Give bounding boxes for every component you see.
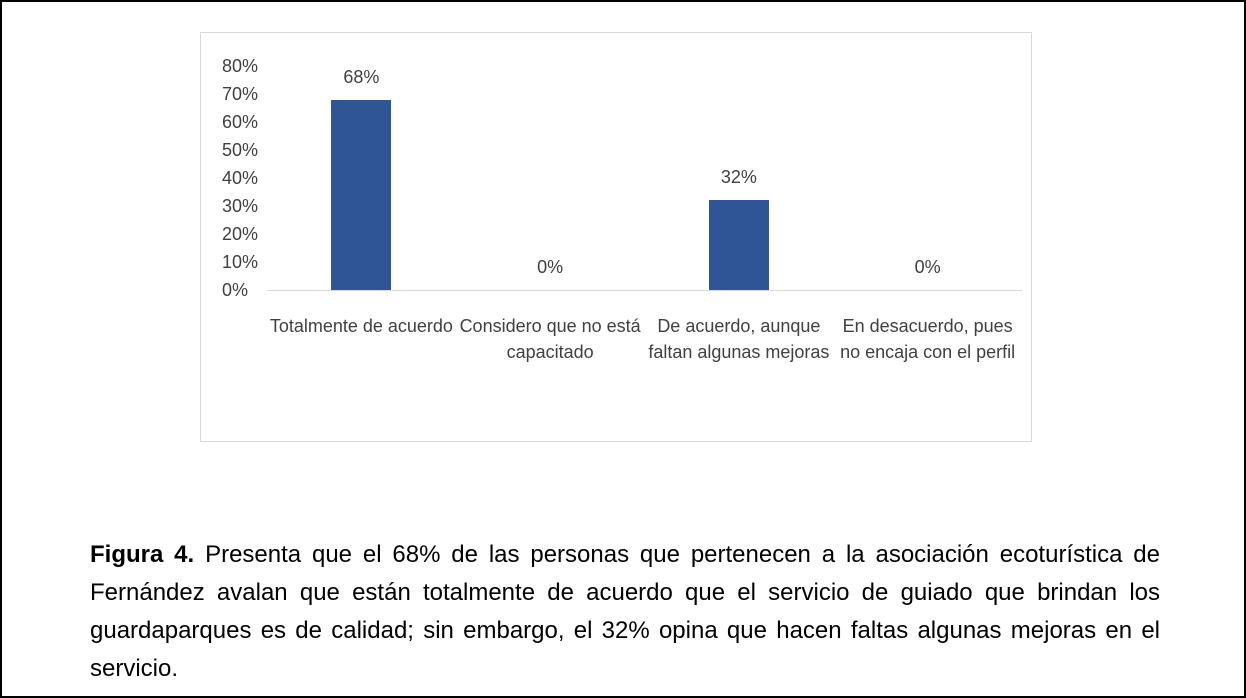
data-label: 0%	[537, 257, 564, 277]
figure-caption: Figura 4. Presenta que el 68% de las per…	[90, 536, 1160, 688]
chart	[200, 32, 1032, 442]
data-label: 32%	[720, 167, 757, 188]
x-tick-label: Totalmente de acuerdo	[269, 316, 453, 336]
caption-text: Presenta que el 68% de las personas que …	[90, 541, 1160, 682]
bar	[708, 200, 769, 290]
data-label: 68%	[343, 66, 380, 87]
x-tick-label: De acuerdo, aunque faltan algunas mejora…	[648, 316, 830, 362]
caption-label: Figura 4.	[90, 541, 195, 568]
y-tick-label: 70%	[222, 84, 259, 104]
bar	[331, 99, 392, 290]
y-tick-label: 20%	[222, 224, 259, 244]
y-tick-label: 50%	[222, 140, 259, 160]
data-label: 0%	[914, 257, 941, 277]
y-tick-label: 30%	[222, 196, 259, 216]
y-tick-label: 60%	[222, 112, 259, 132]
y-tick-label: 10%	[222, 252, 259, 272]
y-tick-label: 0%	[222, 280, 249, 300]
x-tick-label: Considero que no está capacitado	[459, 316, 641, 362]
x-axis-line	[267, 290, 1022, 291]
y-tick-label: 80%	[222, 56, 259, 76]
x-tick-label: En desacuerdo, pues no encaja con el per…	[840, 316, 1016, 362]
y-tick-label: 40%	[222, 168, 259, 188]
